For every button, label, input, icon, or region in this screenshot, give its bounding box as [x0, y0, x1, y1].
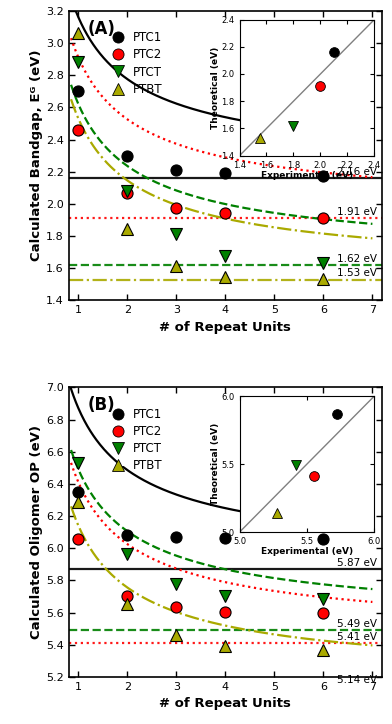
Text: 5.87 eV: 5.87 eV [337, 557, 377, 568]
Y-axis label: Calculated Bandgap, Eᴳ (eV): Calculated Bandgap, Eᴳ (eV) [30, 50, 43, 261]
Text: 5.14 eV: 5.14 eV [337, 675, 377, 685]
Text: 5.41 eV: 5.41 eV [337, 632, 377, 641]
Text: 1.91 eV: 1.91 eV [337, 207, 377, 217]
Text: 1.53 eV: 1.53 eV [337, 268, 377, 278]
Text: 5.49 eV: 5.49 eV [337, 619, 377, 629]
Text: 1.62 eV: 1.62 eV [337, 253, 377, 264]
Text: (A): (A) [87, 20, 115, 38]
X-axis label: # of Repeat Units: # of Repeat Units [160, 697, 291, 710]
Text: (B): (B) [87, 396, 115, 414]
Legend: PTC1, PTC2, PTCT, PTBT: PTC1, PTC2, PTCT, PTBT [106, 31, 163, 96]
X-axis label: # of Repeat Units: # of Repeat Units [160, 321, 291, 334]
Text: 2.16 eV: 2.16 eV [337, 167, 377, 177]
Y-axis label: Calculated Oligomer OP (eV): Calculated Oligomer OP (eV) [30, 425, 43, 639]
Legend: PTC1, PTC2, PTCT, PTBT: PTC1, PTC2, PTCT, PTBT [106, 408, 163, 472]
